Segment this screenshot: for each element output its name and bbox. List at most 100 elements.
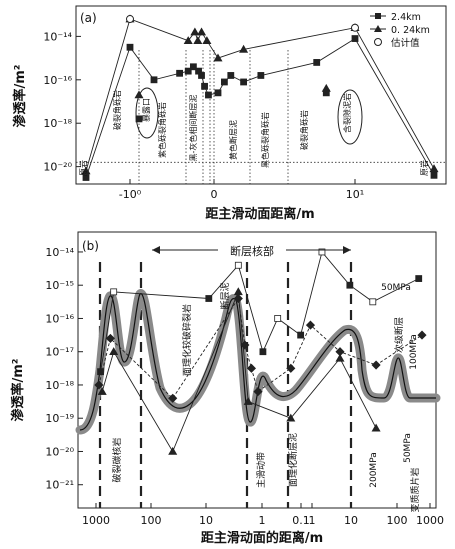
y-tick-label: 10⁻²⁰ bbox=[43, 161, 72, 174]
data-point bbox=[351, 35, 359, 42]
data-point bbox=[240, 78, 248, 86]
data-point bbox=[318, 248, 326, 256]
data-point bbox=[430, 171, 438, 179]
x-tick-label: 100 bbox=[141, 514, 162, 527]
legend-label-0-24km: 0. 24km bbox=[391, 25, 430, 36]
panel-a-x-axis: -10⁰ 0 10¹ bbox=[119, 179, 364, 201]
annotation-label: 200MPa bbox=[369, 452, 379, 487]
annotation-label: 破裂碳核岩 bbox=[111, 437, 123, 482]
y-tick-label: 10⁻²¹ bbox=[45, 479, 74, 492]
annotation-label: 100MPa bbox=[409, 334, 419, 369]
data-point bbox=[202, 36, 212, 45]
circled-group-right bbox=[337, 89, 363, 145]
data-point bbox=[109, 347, 119, 356]
data-point bbox=[126, 43, 134, 51]
data-point bbox=[189, 63, 197, 71]
data-point bbox=[286, 413, 296, 422]
y-tick-label: 10⁻¹⁷ bbox=[45, 346, 74, 359]
data-point bbox=[198, 72, 205, 79]
panel-a-frame bbox=[75, 5, 447, 185]
x-tick-label: 1000 bbox=[82, 514, 110, 527]
data-point bbox=[81, 166, 91, 175]
x-tick-label: 1000 bbox=[416, 514, 444, 527]
series-line-0 bbox=[85, 37, 435, 178]
annotation-label: 次级断层 bbox=[393, 317, 405, 353]
zone-label: 原岩 bbox=[78, 160, 88, 176]
panel-b-y-label: 渗透率/m² bbox=[10, 359, 26, 422]
panel-b-x-axis: 1000 100 10 1 0.11 10 100 1000 bbox=[82, 503, 444, 527]
zone-label: 暴露口 bbox=[142, 98, 151, 122]
data-point bbox=[253, 387, 263, 397]
y-tick-label: 10⁻¹⁴ bbox=[43, 30, 72, 43]
x-tick-label: 1 bbox=[309, 514, 316, 527]
data-point bbox=[201, 82, 208, 90]
y-tick-label: 10⁻¹⁸ bbox=[45, 379, 74, 392]
data-point bbox=[205, 91, 212, 99]
data-point bbox=[176, 69, 184, 77]
circled-group-left bbox=[135, 87, 159, 139]
data-point bbox=[94, 380, 104, 390]
legend-square-marker bbox=[375, 13, 381, 19]
panel-b-y-axis: 10⁻¹⁴ 10⁻¹⁵ 10⁻¹⁶ 10⁻¹⁷ 10⁻¹⁸ 10⁻¹⁹ 10⁻²⁰ 10⁻²¹ bbox=[45, 246, 83, 492]
panel-a-y-label: 渗透率/m² bbox=[12, 65, 28, 128]
legend-circle-marker bbox=[374, 38, 382, 46]
data-point bbox=[322, 89, 330, 97]
panel-a-label: (a) bbox=[80, 11, 97, 25]
panel-b: (b) 10⁻¹⁴10⁻¹⁵10⁻¹⁶10⁻¹⁷10⁻¹⁸10⁻¹⁹10⁻²⁰1… bbox=[10, 231, 444, 546]
series-line-2 bbox=[101, 291, 377, 453]
data-point bbox=[417, 330, 427, 340]
data-point bbox=[214, 89, 222, 97]
y-tick-label: 10⁻¹⁵ bbox=[45, 279, 74, 292]
y-tick-label: 10⁻¹⁶ bbox=[43, 74, 72, 87]
zone-label: 破裂角砾岩 bbox=[112, 90, 122, 130]
data-point bbox=[134, 90, 144, 99]
annotation-label: 主滑动带 bbox=[255, 452, 267, 488]
data-point bbox=[190, 27, 200, 36]
data-point bbox=[97, 368, 104, 376]
data-point bbox=[150, 76, 158, 84]
panel-b-x-label: 距主滑动面的距离/m bbox=[201, 530, 323, 546]
data-point bbox=[257, 72, 265, 79]
data-point bbox=[183, 36, 193, 45]
fault-core-arrow: 断层核部 bbox=[152, 242, 351, 258]
x-tick-label: 0.1 bbox=[292, 514, 310, 527]
series-line-1 bbox=[98, 297, 423, 399]
panel-a-zone-labels: 原岩 破裂角砾岩 暴露口 紫色砾裂角砾岩 黑-灰色相间断层泥 黄色断层泥 黑色砾裂角砾岩 破裂… bbox=[78, 90, 429, 176]
x-tick-label: 10 bbox=[199, 514, 213, 527]
zone-label: 含裂隙泥岩 bbox=[342, 93, 352, 133]
data-point bbox=[371, 423, 381, 432]
x-tick-label: 0 bbox=[211, 188, 218, 201]
data-point bbox=[371, 360, 381, 370]
data-point bbox=[213, 53, 223, 62]
panel-b-frame bbox=[77, 231, 437, 509]
annotation-label: 面理化断层泥 bbox=[287, 433, 299, 487]
data-point bbox=[233, 287, 243, 296]
data-point bbox=[415, 275, 423, 282]
x-tick-label: 1 bbox=[259, 514, 266, 527]
legend-label-2-4km: 2.4km bbox=[391, 12, 421, 23]
data-point bbox=[97, 387, 107, 395]
data-point bbox=[168, 446, 178, 455]
fault-core-label: 断层核部 bbox=[230, 244, 274, 258]
annotation-label: 变质质片岩 bbox=[409, 467, 421, 512]
panel-a-y-axis: 10⁻¹⁴ 10⁻¹⁶ 10⁻¹⁸ 10⁻²⁰ bbox=[43, 30, 81, 174]
data-point bbox=[220, 78, 228, 86]
x-tick-label: -10⁰ bbox=[119, 188, 142, 201]
annotation-label: 50MPa bbox=[403, 433, 413, 463]
zone-label: 黑-灰色相间断层泥 bbox=[188, 95, 198, 162]
data-point bbox=[351, 23, 359, 32]
panel-a-legend: 2.4km 0. 24km 估计值 bbox=[370, 12, 430, 49]
zone-label: 原岩 bbox=[419, 160, 429, 176]
annotation-label: 面理化较破碎裂岩 bbox=[181, 304, 193, 376]
x-tick-label: 100 bbox=[387, 514, 408, 527]
annotation-label: 断层泥 bbox=[219, 282, 231, 309]
data-point bbox=[259, 348, 267, 356]
data-point bbox=[274, 315, 282, 322]
data-point bbox=[82, 174, 90, 181]
data-point bbox=[429, 164, 439, 173]
panel-a: (a) 10⁻¹⁴ 10⁻¹⁶ 10⁻¹⁸ 10⁻²⁰ -10⁰ 0 10¹ 原岩 破裂角砾… bbox=[12, 5, 447, 222]
annotation-label: 50MPa bbox=[381, 283, 411, 293]
data-point bbox=[239, 44, 249, 53]
data-point bbox=[126, 15, 134, 24]
